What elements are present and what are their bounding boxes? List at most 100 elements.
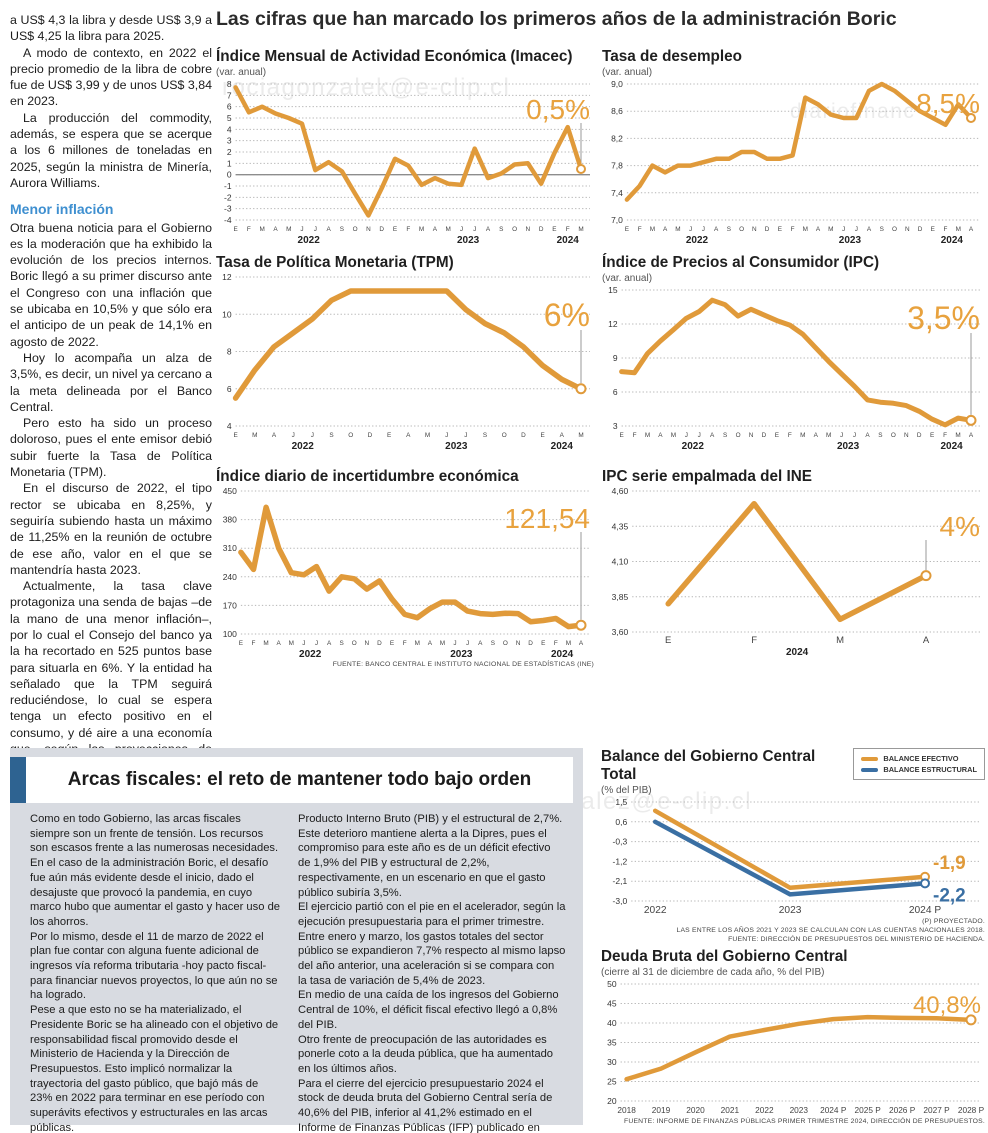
svg-text:O: O [512, 226, 517, 233]
svg-text:8: 8 [227, 347, 232, 357]
svg-text:O: O [353, 226, 358, 233]
svg-text:M: M [956, 226, 961, 233]
svg-text:2020: 2020 [686, 1105, 705, 1115]
svg-text:O: O [891, 432, 896, 439]
svg-text:2028 P: 2028 P [958, 1105, 985, 1115]
svg-text:N: N [516, 640, 521, 647]
svg-text:2022: 2022 [682, 441, 705, 452]
balance-legend: BALANCE EFECTIVO BALANCE ESTRUCTURAL [853, 748, 985, 780]
svg-text:M: M [260, 226, 265, 233]
chart-tpm: Tasa de Política Monetaria (TPM) 12 10 8 6 4… [216, 254, 594, 452]
chart-title: Índice de Precios al Consumidor (IPC) [602, 254, 880, 271]
chart-desempleo: Tasa de desempleo (var. anual) 9,0 8,6 8,2… [602, 48, 984, 246]
svg-text:0,6: 0,6 [615, 817, 627, 827]
svg-text:S: S [340, 640, 344, 647]
svg-text:2024 P: 2024 P [820, 1105, 847, 1115]
svg-text:2023: 2023 [790, 1105, 809, 1115]
svg-text:A: A [433, 226, 438, 233]
chart-ipc-empalmada: IPC serie empalmada del INE 4,60 4,35 4,10… [602, 468, 984, 658]
svg-text:2023: 2023 [837, 441, 860, 452]
svg-text:4%: 4% [940, 511, 980, 542]
article-paragraph: La producción del commodity, además, se … [10, 110, 212, 190]
svg-text:-2,2: -2,2 [933, 885, 966, 906]
svg-text:380: 380 [223, 515, 237, 525]
svg-text:M: M [828, 226, 833, 233]
svg-text:A: A [658, 432, 663, 439]
svg-text:M: M [800, 432, 805, 439]
footnote: (P) PROYECTADO. [922, 918, 985, 925]
svg-text:6%: 6% [544, 297, 590, 333]
svg-text:M: M [803, 226, 808, 233]
svg-text:J: J [300, 226, 303, 233]
svg-text:F: F [943, 432, 947, 439]
svg-text:3,85: 3,85 [612, 592, 629, 602]
svg-text:2022: 2022 [755, 1105, 774, 1115]
svg-text:6: 6 [227, 384, 232, 394]
svg-text:M: M [826, 432, 831, 439]
svg-text:2024: 2024 [551, 649, 574, 660]
svg-text:M: M [440, 640, 445, 647]
svg-text:50: 50 [607, 979, 617, 989]
svg-text:M: M [425, 432, 430, 439]
svg-text:O: O [736, 432, 741, 439]
svg-text:A: A [478, 640, 483, 647]
svg-text:4: 4 [227, 124, 232, 134]
svg-text:2024: 2024 [551, 441, 574, 452]
chart-source: FUENTE: BANCO CENTRAL E INSTITUTO NACION… [332, 661, 594, 668]
svg-text:J: J [292, 432, 295, 439]
svg-text:A: A [277, 640, 282, 647]
svg-text:S: S [329, 432, 333, 439]
svg-text:A: A [273, 226, 278, 233]
svg-text:J: J [302, 640, 305, 647]
svg-text:D: D [379, 226, 384, 233]
svg-text:4,10: 4,10 [612, 557, 629, 567]
svg-text:M: M [415, 640, 420, 647]
svg-text:2024 P: 2024 P [909, 905, 941, 916]
svg-text:M: M [578, 226, 583, 233]
svg-text:20: 20 [607, 1096, 617, 1106]
svg-text:E: E [233, 226, 237, 233]
svg-text:N: N [749, 432, 754, 439]
svg-text:A: A [428, 640, 433, 647]
svg-text:A: A [969, 432, 974, 439]
chart-plot-desempleo: 9,0 8,6 8,2 7,8 7,4 7,0 E F M A M J J A S O N D E F M A M J J A S O… [602, 79, 984, 246]
svg-text:M: M [650, 226, 655, 233]
chart-deuda: Deuda Bruta del Gobierno Central (cierre… [601, 948, 985, 1125]
chart-title: Índice diario de incertidumbre económica [216, 468, 519, 485]
svg-text:450: 450 [223, 486, 237, 496]
svg-text:J: J [473, 226, 476, 233]
fiscal-section-panel [10, 748, 583, 1125]
svg-text:40,8%: 40,8% [913, 992, 981, 1019]
legend-label: BALANCE EFECTIVO [883, 754, 959, 763]
svg-text:12: 12 [608, 319, 618, 329]
legend-key-estructural [861, 767, 879, 772]
fiscal-paragraph: Producto Interno Bruto (PIB) y el estruc… [298, 813, 563, 899]
svg-text:A: A [814, 432, 819, 439]
left-article-column: a US$ 4,3 la libra y desde US$ 3,9 a US$… [10, 12, 212, 790]
svg-text:M: M [419, 226, 424, 233]
chart-footnotes: (P) PROYECTADO. LAS ENTRE LOS AÑOS 2021 … [601, 917, 985, 944]
svg-text:2021: 2021 [721, 1105, 740, 1115]
svg-text:M: M [263, 640, 268, 647]
svg-text:25: 25 [607, 1077, 617, 1087]
svg-text:45: 45 [607, 999, 617, 1009]
svg-text:2027 P: 2027 P [923, 1105, 950, 1115]
svg-text:S: S [878, 432, 882, 439]
svg-text:F: F [566, 226, 570, 233]
chart-subtitle: (var. anual) [216, 67, 267, 78]
svg-text:E: E [775, 432, 779, 439]
article-paragraph: Actualmente, la tasa clave protagoniza u… [10, 578, 212, 790]
svg-text:D: D [917, 432, 922, 439]
svg-text:-3: -3 [224, 204, 232, 214]
svg-text:M: M [671, 432, 676, 439]
chart-title: Balance del Gobierno Central Total [601, 748, 816, 783]
svg-text:O: O [352, 640, 357, 647]
svg-text:E: E [393, 226, 397, 233]
svg-text:S: S [499, 226, 503, 233]
chart-incertidumbre: Índice diario de incertidumbre económica… [216, 468, 594, 668]
svg-text:M: M [836, 635, 844, 646]
svg-text:15: 15 [608, 285, 618, 295]
svg-text:2023: 2023 [457, 235, 480, 246]
svg-text:M: M [566, 640, 571, 647]
svg-text:6: 6 [227, 102, 232, 112]
